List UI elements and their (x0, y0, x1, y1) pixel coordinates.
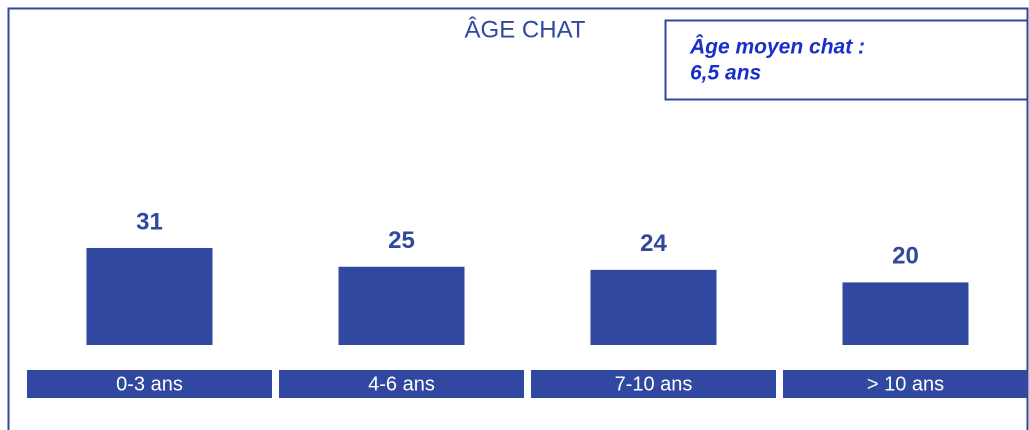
annotation: Âge moyen chat : (689, 35, 865, 59)
annotation-box (664, 19, 1029, 101)
category-box (27, 370, 272, 398)
data-label: 24 (640, 230, 667, 257)
chart-title: ÂGE CHAT (465, 16, 586, 43)
annotation: 6,5 ans (690, 62, 761, 85)
x-tick-label: 0-3 ans (116, 373, 183, 395)
bar (338, 266, 465, 345)
x-tick-label: 4-6 ans (368, 373, 435, 395)
category-box (531, 370, 776, 398)
bar (86, 247, 213, 345)
x-tick-label: 7-10 ans (615, 373, 693, 395)
bar (842, 282, 969, 345)
frame (7, 7, 1029, 430)
x-tick-label: > 10 ans (867, 373, 944, 395)
data-label: 20 (892, 243, 919, 270)
category-box (783, 370, 1028, 398)
data-label: 25 (388, 227, 415, 254)
bar (590, 269, 717, 345)
data-label: 31 (136, 208, 163, 235)
category-box (279, 370, 524, 398)
